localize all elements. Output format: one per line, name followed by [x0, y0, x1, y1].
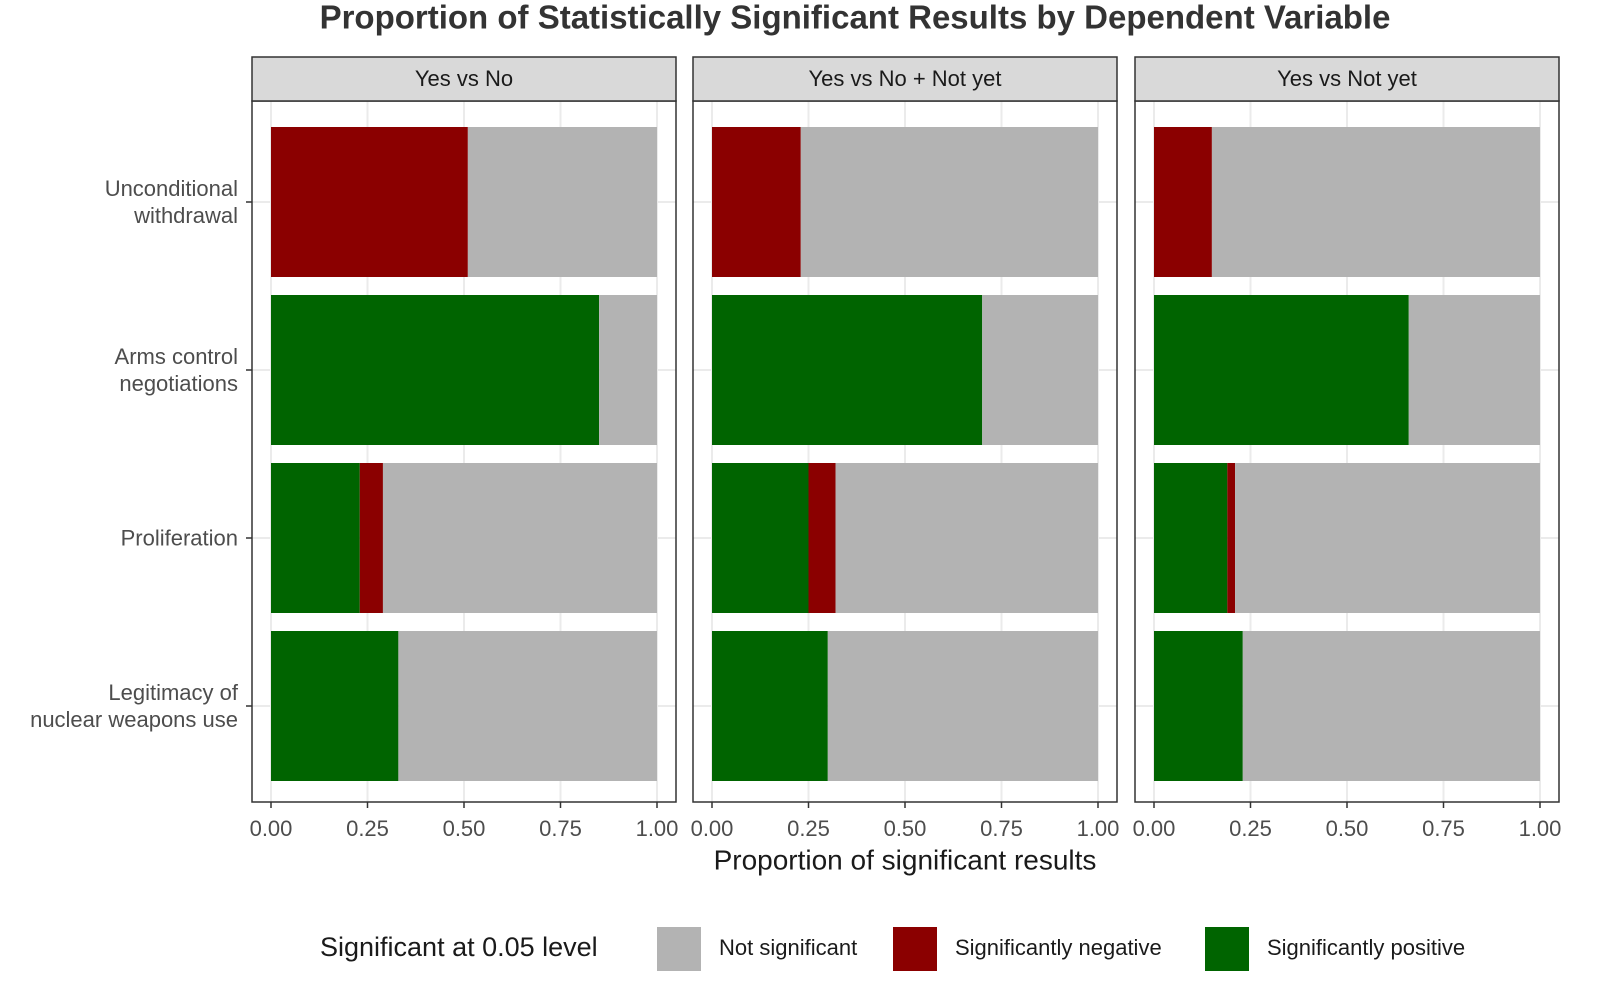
x-tick-label: 0.25	[1229, 816, 1272, 841]
x-tick-label: 0.50	[1326, 816, 1369, 841]
bar-segment	[271, 295, 600, 445]
x-tick-label: 0.00	[1133, 816, 1176, 841]
y-tick-label: Arms control negotiations	[114, 344, 238, 396]
bar-segment	[982, 295, 1098, 445]
bar-segment	[1235, 463, 1540, 613]
bar-segment	[382, 463, 657, 613]
bar-segment	[835, 463, 1098, 613]
legend-title: Significant at 0.05 level	[320, 932, 598, 962]
strip	[251, 56, 677, 102]
legend-key	[893, 927, 937, 971]
bar-segment	[1154, 295, 1409, 445]
x-tick-label: 0.00	[691, 816, 734, 841]
bar-segment	[359, 463, 383, 613]
bar-segment	[1408, 295, 1540, 445]
legend-key	[1205, 927, 1249, 971]
bar-segment	[1154, 463, 1228, 613]
legend-label: Not significant	[719, 935, 857, 960]
y-tick-label: Unconditional withdrawal	[104, 176, 238, 228]
bar-segment	[800, 127, 1098, 277]
bar-segment	[712, 631, 828, 781]
chart-title: Proportion of Statistically Significant …	[320, 0, 1391, 36]
bar-segment	[1211, 127, 1540, 277]
x-tick-label: 0.75	[539, 816, 582, 841]
legend-key	[657, 927, 701, 971]
x-axis-label: Proportion of significant results	[714, 844, 1097, 875]
x-tick-label: 0.75	[1422, 816, 1465, 841]
bar-segment	[1154, 631, 1243, 781]
bar-segment	[712, 295, 983, 445]
bar-segment	[398, 631, 657, 781]
bar-segment	[271, 631, 399, 781]
x-tick-label: 0.25	[346, 816, 389, 841]
strip-label: Yes vs No	[415, 66, 513, 91]
y-tick-label: Proliferation	[120, 525, 238, 551]
y-tick-label: Legitimacy of nuclear weapons use	[30, 680, 238, 732]
bar-segment	[599, 295, 657, 445]
legend-label: Significantly positive	[1267, 935, 1465, 960]
bar-segment	[271, 463, 360, 613]
bar-segment	[1227, 463, 1236, 613]
strip	[1134, 56, 1560, 102]
bar-segment	[712, 463, 809, 613]
bar-segment	[808, 463, 836, 613]
x-tick-label: 0.50	[884, 816, 927, 841]
bar-segment	[1242, 631, 1540, 781]
strip-label: Yes vs Not yet	[1277, 66, 1417, 91]
bar-segment	[712, 127, 801, 277]
bar-segment	[467, 127, 657, 277]
x-tick-label: 1.00	[636, 816, 679, 841]
x-tick-label: 0.75	[980, 816, 1023, 841]
legend-label: Significantly negative	[955, 935, 1162, 960]
bar-segment	[1154, 127, 1212, 277]
x-tick-label: 1.00	[1077, 816, 1120, 841]
strip-label: Yes vs No + Not yet	[808, 66, 1001, 91]
bar-segment	[827, 631, 1098, 781]
x-tick-label: 0.50	[443, 816, 486, 841]
x-tick-label: 0.25	[787, 816, 830, 841]
strip	[692, 56, 1118, 102]
x-tick-label: 0.00	[250, 816, 293, 841]
bar-segment	[271, 127, 468, 277]
x-tick-label: 1.00	[1519, 816, 1562, 841]
